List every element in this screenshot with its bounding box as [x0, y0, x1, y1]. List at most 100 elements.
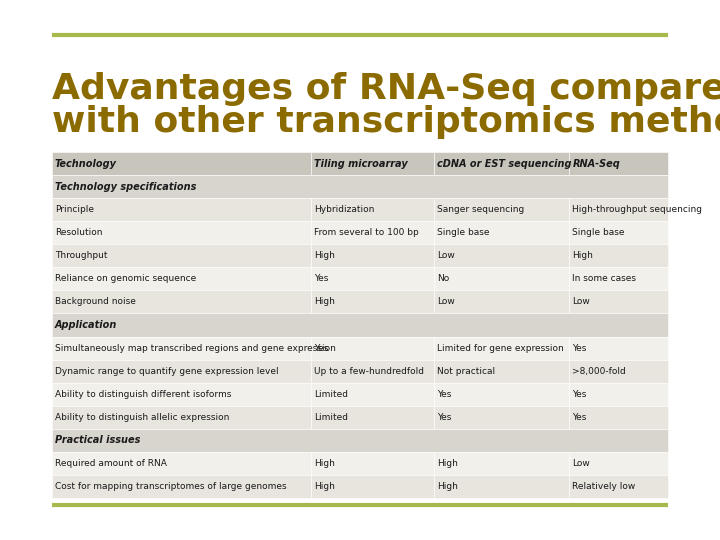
Bar	[52, 152, 311, 175]
Text: Throughput: Throughput	[55, 251, 107, 260]
Bar	[52, 198, 311, 221]
Text: Ability to distinguish different isoforms: Ability to distinguish different isoform…	[55, 390, 231, 399]
Bar	[311, 198, 434, 221]
Bar	[434, 360, 570, 383]
Text: Hybridization: Hybridization	[314, 205, 374, 214]
Text: Yes: Yes	[437, 413, 451, 422]
Text: Not practical: Not practical	[437, 367, 495, 376]
Bar	[434, 336, 570, 360]
Bar	[434, 198, 570, 221]
Text: High: High	[314, 251, 335, 260]
Text: High: High	[437, 459, 458, 468]
Text: High: High	[437, 482, 458, 491]
Bar	[52, 452, 311, 475]
Text: Yes: Yes	[314, 274, 328, 284]
Text: Yes: Yes	[572, 390, 587, 399]
Text: High-throughput sequencing: High-throughput sequencing	[572, 205, 703, 214]
Bar	[52, 336, 311, 360]
Text: Ability to distinguish allelic expression: Ability to distinguish allelic expressio…	[55, 413, 230, 422]
Text: Reliance on genomic sequence: Reliance on genomic sequence	[55, 274, 197, 284]
Bar	[52, 360, 311, 383]
Bar	[570, 152, 668, 175]
Bar	[311, 267, 434, 291]
Text: Required amount of RNA: Required amount of RNA	[55, 459, 167, 468]
Text: Yes: Yes	[572, 413, 587, 422]
Text: Yes: Yes	[437, 390, 451, 399]
Bar	[570, 360, 668, 383]
Bar	[570, 336, 668, 360]
Bar	[570, 221, 668, 244]
Text: No: No	[437, 274, 449, 284]
Bar	[52, 244, 311, 267]
Text: High: High	[314, 482, 335, 491]
Bar	[434, 152, 570, 175]
Bar	[52, 475, 311, 498]
Bar	[311, 244, 434, 267]
Bar	[570, 383, 668, 406]
Bar	[311, 406, 434, 429]
Text: Single base: Single base	[437, 228, 490, 237]
Text: with other transcriptomics methods: with other transcriptomics methods	[52, 105, 720, 139]
Bar	[52, 313, 668, 336]
Bar	[570, 475, 668, 498]
Bar	[434, 221, 570, 244]
Bar	[52, 175, 668, 198]
Bar	[52, 291, 311, 313]
Bar	[434, 475, 570, 498]
Text: Low: Low	[572, 298, 590, 306]
Bar	[311, 221, 434, 244]
Text: Up to a few-hundredfold: Up to a few-hundredfold	[314, 367, 423, 376]
Bar	[570, 267, 668, 291]
Bar	[311, 383, 434, 406]
Bar	[570, 291, 668, 313]
Text: Limited for gene expression: Limited for gene expression	[437, 343, 564, 353]
Bar	[570, 452, 668, 475]
Bar	[434, 452, 570, 475]
Text: Advantages of RNA-Seq compared: Advantages of RNA-Seq compared	[52, 72, 720, 106]
Text: High: High	[314, 459, 335, 468]
Bar	[570, 244, 668, 267]
Text: Limited: Limited	[314, 390, 348, 399]
Text: Yes: Yes	[572, 343, 587, 353]
Text: Yes: Yes	[314, 343, 328, 353]
Text: Low: Low	[572, 459, 590, 468]
Bar	[311, 360, 434, 383]
Text: Practical issues: Practical issues	[55, 435, 140, 445]
Text: Relatively low: Relatively low	[572, 482, 636, 491]
Bar	[311, 452, 434, 475]
Text: Principle: Principle	[55, 205, 94, 214]
Text: Background noise: Background noise	[55, 298, 136, 306]
Bar	[570, 198, 668, 221]
Bar	[434, 291, 570, 313]
Text: Technology specifications: Technology specifications	[55, 181, 197, 192]
Text: Low: Low	[437, 251, 454, 260]
Bar	[570, 406, 668, 429]
Text: From several to 100 bp: From several to 100 bp	[314, 228, 418, 237]
Text: Resolution: Resolution	[55, 228, 102, 237]
Text: Dynamic range to quantify gene expression level: Dynamic range to quantify gene expressio…	[55, 367, 279, 376]
Text: Tiling microarray: Tiling microarray	[314, 159, 408, 168]
Bar	[311, 152, 434, 175]
Bar	[311, 336, 434, 360]
Text: Sanger sequencing: Sanger sequencing	[437, 205, 524, 214]
Text: Single base: Single base	[572, 228, 625, 237]
Text: RNA-Seq: RNA-Seq	[572, 159, 620, 168]
Text: High: High	[572, 251, 593, 260]
Text: Limited: Limited	[314, 413, 348, 422]
Text: Simultaneously map transcribed regions and gene expression: Simultaneously map transcribed regions a…	[55, 343, 336, 353]
Text: Low: Low	[437, 298, 454, 306]
Text: Cost for mapping transcriptomes of large genomes: Cost for mapping transcriptomes of large…	[55, 482, 287, 491]
Bar	[434, 406, 570, 429]
Bar	[52, 383, 311, 406]
Text: High: High	[314, 298, 335, 306]
Bar	[434, 267, 570, 291]
Bar	[52, 267, 311, 291]
Bar	[434, 383, 570, 406]
Bar	[311, 291, 434, 313]
Bar	[52, 406, 311, 429]
Bar	[311, 475, 434, 498]
Text: Application: Application	[55, 320, 117, 330]
Bar	[434, 244, 570, 267]
Text: >8,000-fold: >8,000-fold	[572, 367, 626, 376]
Text: Technology: Technology	[55, 159, 117, 168]
